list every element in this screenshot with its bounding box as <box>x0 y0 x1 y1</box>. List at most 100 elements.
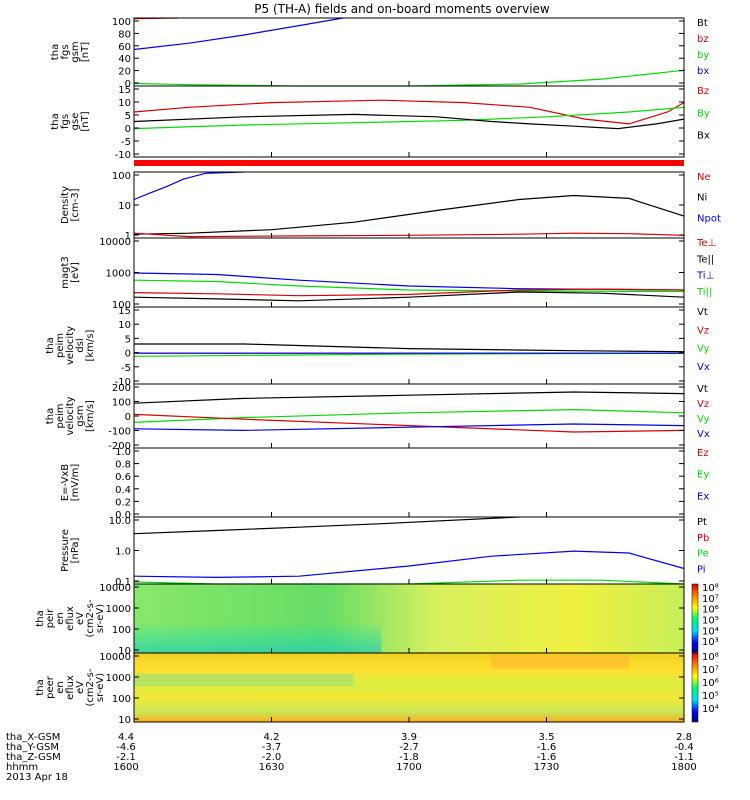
legend-label-Bx: Bx <box>697 131 710 142</box>
y-axis-label-line: E=-VxB <box>60 464 71 501</box>
footer-row-value: -2.7 <box>399 742 419 753</box>
panel-peir-eflux: 10⁸10⁷10⁶10⁵10⁴10³10000100010010thapeire… <box>35 583 719 657</box>
footer-date: 2013 Apr 18 <box>6 772 68 783</box>
y-axis-label-line: Pressure <box>60 529 71 572</box>
legend-label-Vz: Vz <box>697 325 709 336</box>
y-tick-label: 100 <box>112 625 131 636</box>
y-axis-label-line: velocity <box>65 326 76 365</box>
footer-row-value: 1730 <box>534 762 559 773</box>
y-axis-label: thapeimvelocitygsm[km/s] <box>45 396 96 435</box>
panel-fgs-gse: 15 10 5 0 -5 -10 thafgsgse[nT] Bz By Bx <box>50 85 710 161</box>
series-Ne <box>133 232 685 238</box>
legend-label-Te||: Te|| <box>696 254 714 265</box>
y-axis-label-line: en <box>55 612 66 625</box>
y-axis-label-line: magt3 <box>60 256 71 289</box>
series-Te|| <box>133 291 685 302</box>
y-axis-label-line: eV <box>75 681 86 694</box>
y-axis-label-line: tha <box>35 679 46 695</box>
y-axis-label-line: eflux <box>65 606 76 631</box>
footer-row-value: 1800 <box>671 762 696 773</box>
y-axis-label-line: peir <box>45 608 56 628</box>
series-Te⊥ <box>133 288 685 297</box>
colorbar-label: 10⁸ <box>702 652 719 663</box>
y-tick-label: 0 <box>125 79 131 90</box>
y-axis-label: magt3[eV] <box>60 256 81 289</box>
y-tick-label: 10 <box>118 98 131 109</box>
legend-label-Ni: Ni <box>697 193 707 204</box>
series-Bz <box>133 99 685 125</box>
y-tick-label: 100 <box>112 171 131 182</box>
y-tick-label: 0.8 <box>115 460 131 471</box>
y-tick-label: 10000 <box>99 652 131 663</box>
series-By <box>133 106 685 130</box>
legend-label-Bt: Bt <box>697 18 708 29</box>
colorbar-label: 10⁶ <box>702 605 719 616</box>
legend-label-Vt: Vt <box>697 384 708 395</box>
series-Bx <box>133 113 685 130</box>
y-axis-label: thafgsgse[nT] <box>50 111 91 131</box>
figure-title: P5 (TH-A) fields and on-board moments ov… <box>254 2 550 16</box>
y-tick-label: 100 <box>112 694 131 705</box>
y-axis-label-line: [mV/m] <box>70 464 81 502</box>
y-axis-label-line: gse <box>70 113 81 131</box>
y-tick-label: 0 <box>125 349 131 360</box>
colorbar <box>691 652 699 723</box>
y-axis-label: Density[cm-3] <box>60 186 81 224</box>
footer-row-value: 3.5 <box>539 732 555 743</box>
y-axis-label-line: en <box>55 681 66 694</box>
panel-peer-eflux: 10⁸ 10⁷ 10⁶ 10⁵ 10⁴ 10000 1000 100 10 thapeerenef… <box>35 652 719 726</box>
footer-row-value: -2.1 <box>116 752 136 763</box>
y-axis-label-line: eV <box>75 612 86 625</box>
y-axis-label-line: tha <box>50 44 61 60</box>
y-axis-label-line: dsl <box>75 338 86 352</box>
legend-label-Vx: Vx <box>697 362 710 373</box>
series-Pt <box>133 516 520 535</box>
y-axis-label-line: Density <box>60 186 71 224</box>
spectrogram-mid-band <box>134 673 354 687</box>
y-tick-label: 20 <box>118 67 131 78</box>
y-tick-label: 0.2 <box>115 497 131 508</box>
y-tick-label: -5 <box>121 137 131 148</box>
legend-label-Pb: Pb <box>697 533 709 544</box>
y-axis-label-line: sr-eV) <box>95 604 106 633</box>
footer-row-value: -1.6 <box>537 752 557 763</box>
legend-label-Npot: Npot <box>697 213 721 224</box>
y-axis-label: thapeerenefluxeV(cm2-s-sr-eV) <box>35 668 106 706</box>
footer-row-value: 2.8 <box>676 732 692 743</box>
y-tick-label: 200 <box>112 383 131 394</box>
y-axis-label-line: gsm <box>75 405 86 426</box>
y-axis-label: thapeirenefluxeV(cm2-s-sr-eV) <box>35 599 106 637</box>
panel-frame <box>133 516 685 585</box>
y-tick-label: 10.0 <box>109 516 131 527</box>
series-Ti|| <box>133 279 685 293</box>
legend-label-Pt: Pt <box>697 517 707 528</box>
footer-row-value: -1.8 <box>399 752 419 763</box>
footer-row-value: 4.4 <box>118 732 134 743</box>
colorbar-label: 10⁶ <box>702 678 719 689</box>
panel-frame <box>133 383 685 449</box>
series-Vy <box>133 408 685 423</box>
series-Ti⊥ <box>133 272 685 291</box>
legend-label-Bz: Bz <box>697 86 709 97</box>
legend-label-Vt: Vt <box>697 307 708 318</box>
y-tick-label: 1000 <box>106 604 131 615</box>
y-tick-label: 0.1 <box>115 577 131 588</box>
y-tick-label: 10 <box>118 201 131 212</box>
y-tick-label: 0.0 <box>115 510 131 521</box>
panel-velocity-gsm: 200 100 0 -100 -200 thapeimvelocitygsm[km/s] V… <box>45 383 710 452</box>
y-tick-label: 1.0 <box>115 547 131 558</box>
y-tick-label: 10000 <box>99 237 131 248</box>
panel-frame <box>133 17 685 87</box>
y-axis-label-line: (cm2-s- <box>85 668 96 706</box>
panel-velocity-dsl: 15 10 5 0 -5 -10 thapeimvelocitydsl[km/s] Vt Vz V… <box>45 306 710 388</box>
y-tick-label: 15 <box>118 306 131 317</box>
y-axis-label-line: peim <box>55 403 66 428</box>
legend-label-by: by <box>697 50 709 61</box>
colorbar-label: 10⁷ <box>702 594 719 605</box>
y-tick-label: 100 <box>112 17 131 28</box>
legend-label-Pe: Pe <box>697 549 709 560</box>
y-axis-label: Pressure[nPa] <box>60 529 81 572</box>
colorbar <box>691 583 699 654</box>
series-Vx <box>133 423 685 432</box>
